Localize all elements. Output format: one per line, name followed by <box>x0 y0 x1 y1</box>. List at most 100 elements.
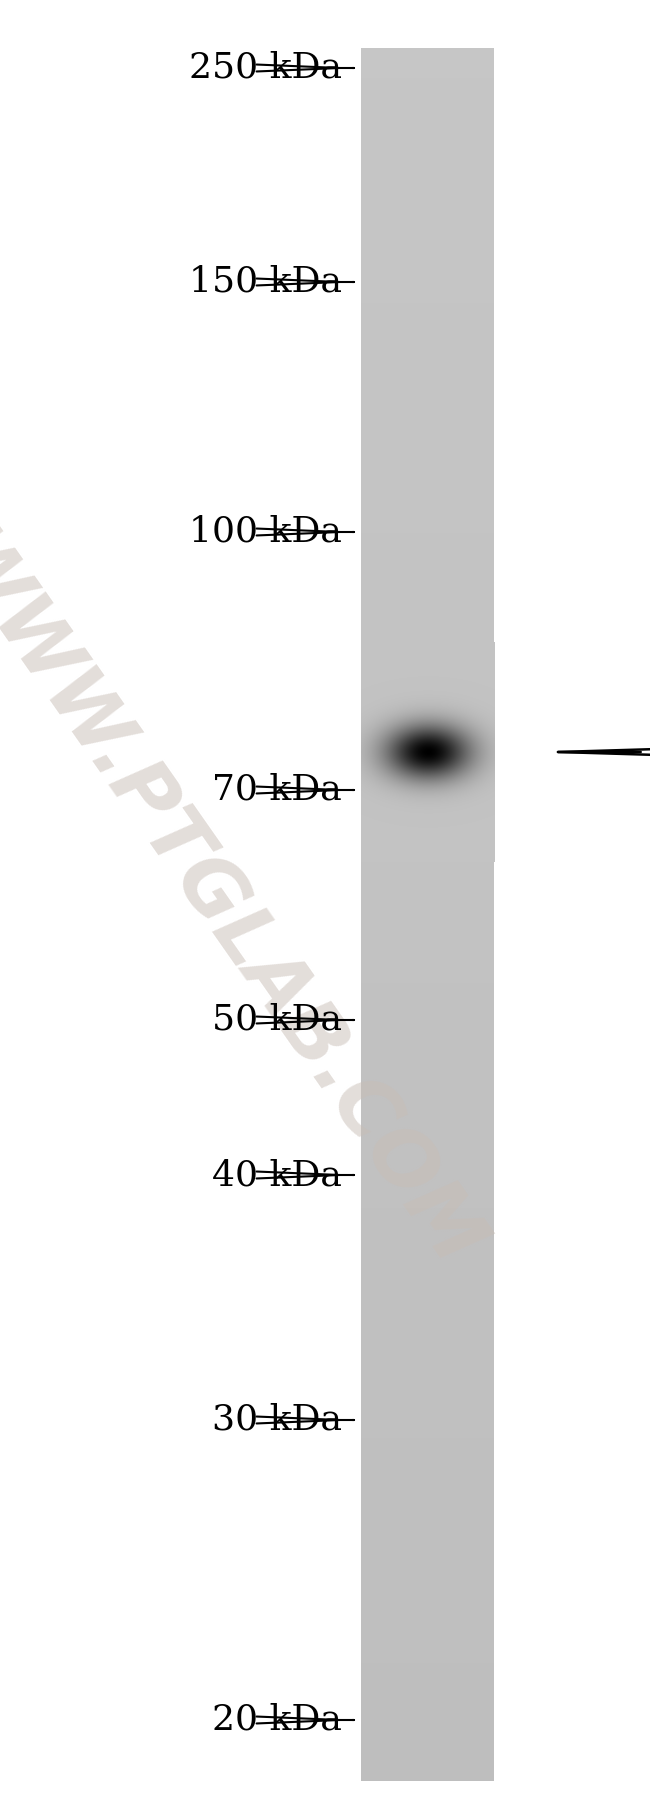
Bar <box>361 736 494 741</box>
Bar <box>361 1473 494 1477</box>
Bar <box>361 1152 494 1158</box>
Bar <box>361 182 494 188</box>
Bar <box>361 1576 494 1581</box>
Bar <box>361 957 494 963</box>
Bar <box>361 256 494 261</box>
Bar <box>361 837 494 840</box>
Bar <box>361 815 494 819</box>
Bar <box>361 1424 494 1430</box>
Bar <box>361 905 494 911</box>
Bar <box>361 880 494 883</box>
Bar <box>361 1235 494 1239</box>
Bar <box>361 411 494 416</box>
Bar <box>361 1606 494 1612</box>
Bar <box>361 1563 494 1569</box>
Bar <box>361 364 494 370</box>
Bar <box>361 56 494 61</box>
Bar <box>361 1343 494 1347</box>
Bar <box>361 485 494 490</box>
Bar <box>361 689 494 694</box>
Bar <box>361 555 494 559</box>
Bar <box>361 664 494 667</box>
Bar <box>361 615 494 620</box>
Bar <box>361 222 494 225</box>
Bar <box>361 1273 494 1278</box>
Bar <box>361 1118 494 1121</box>
Bar <box>361 1668 494 1671</box>
Bar <box>361 1368 494 1374</box>
Bar <box>361 139 494 144</box>
Bar <box>361 649 494 654</box>
Bar <box>361 1282 494 1287</box>
Bar <box>361 213 494 218</box>
Bar <box>361 701 494 707</box>
Bar <box>361 321 494 326</box>
Bar <box>361 599 494 602</box>
Bar <box>361 732 494 737</box>
Bar <box>361 1161 494 1167</box>
Bar <box>361 1286 494 1291</box>
Text: 40 kDa: 40 kDa <box>212 1158 342 1192</box>
Bar <box>361 642 494 645</box>
Bar <box>361 1156 494 1161</box>
Bar <box>361 1477 494 1482</box>
Bar <box>361 1269 494 1275</box>
Bar <box>361 784 494 790</box>
Bar <box>361 1213 494 1217</box>
Bar <box>361 577 494 581</box>
Bar <box>361 754 494 759</box>
Bar <box>361 164 494 169</box>
Bar <box>361 1105 494 1109</box>
Bar <box>361 1603 494 1606</box>
Bar <box>361 979 494 984</box>
Bar <box>361 135 494 139</box>
Bar <box>361 1498 494 1504</box>
Bar <box>361 1637 494 1643</box>
Bar <box>361 1044 494 1049</box>
Bar <box>361 871 494 876</box>
Bar <box>361 1186 494 1192</box>
Bar <box>361 247 494 252</box>
Bar <box>361 1316 494 1322</box>
Bar <box>361 1170 494 1174</box>
Bar <box>361 546 494 550</box>
Bar <box>361 1625 494 1628</box>
Bar <box>361 793 494 797</box>
Bar <box>361 1347 494 1352</box>
Bar <box>361 1322 494 1325</box>
Bar <box>361 1192 494 1195</box>
Bar <box>361 1749 494 1754</box>
Bar <box>361 1439 494 1442</box>
Bar <box>361 451 494 456</box>
Bar <box>361 1520 494 1525</box>
Bar <box>361 810 494 815</box>
Bar <box>361 1377 494 1383</box>
Bar <box>361 463 494 469</box>
Bar <box>361 1569 494 1572</box>
Bar <box>361 395 494 398</box>
Bar <box>361 386 494 391</box>
Bar <box>361 1403 494 1408</box>
Bar <box>361 1109 494 1114</box>
Bar <box>361 1001 494 1006</box>
Bar <box>361 1646 494 1650</box>
Bar <box>361 1390 494 1396</box>
Bar <box>361 108 494 114</box>
Bar <box>361 806 494 811</box>
Bar <box>361 157 494 160</box>
Bar <box>361 1650 494 1655</box>
Bar <box>361 290 494 296</box>
Bar <box>361 772 494 775</box>
Bar <box>361 74 494 79</box>
Bar <box>361 78 494 83</box>
Bar <box>361 1767 494 1772</box>
Bar <box>361 1091 494 1096</box>
Bar <box>361 312 494 317</box>
Bar <box>361 1195 494 1201</box>
Bar <box>361 1004 494 1010</box>
Bar <box>361 429 494 435</box>
Bar <box>361 173 494 178</box>
Bar <box>361 121 494 126</box>
Bar <box>361 1612 494 1615</box>
Bar <box>361 1359 494 1365</box>
